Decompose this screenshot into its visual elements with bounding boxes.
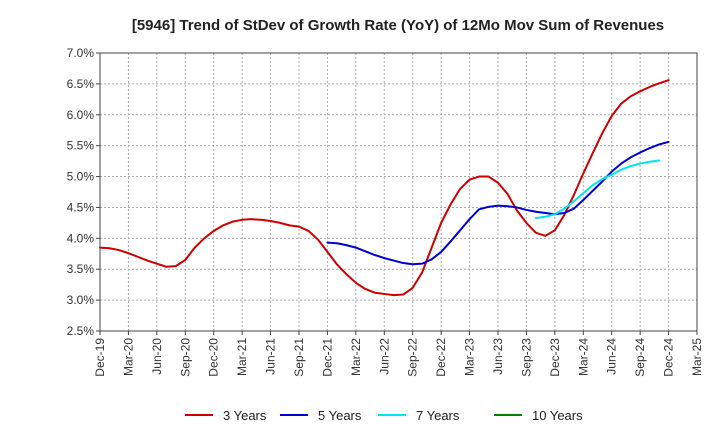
plot-frame (99, 52, 698, 332)
y-tick-label: 5.5% (67, 139, 95, 153)
series-line-5-years (326, 140, 670, 266)
x-tick-label: Mar-21 (235, 338, 249, 376)
legend-label-5-years: 5 Years (318, 408, 362, 423)
series-line-3-years (99, 79, 670, 297)
x-tick-label: Sep-22 (406, 338, 420, 377)
y-tick-label: 6.0% (67, 108, 95, 122)
x-tick-label: Mar-25 (690, 338, 704, 376)
x-tick-label: Jun-23 (491, 338, 505, 375)
x-axis: Dec-19 Mar-20 Jun-20 Sep-20 Dec-20 Mar-21 Jun-… (93, 331, 704, 377)
x-tick-label: Dec-22 (434, 338, 448, 377)
y-tick-label: 4.0% (67, 231, 95, 245)
x-tick-label: Jun-21 (264, 338, 278, 375)
y-tick-label: 2.5% (67, 324, 95, 338)
legend: 3 Years 5 Years 7 Years 10 Years (185, 408, 583, 423)
x-tick-label: Jun-22 (377, 338, 391, 375)
grid-lines (99, 52, 698, 332)
x-tick-label: Mar-22 (349, 338, 363, 376)
y-tick-label: 3.5% (67, 262, 95, 276)
legend-label-10-years: 10 Years (532, 408, 583, 423)
y-tick-label: 3.0% (67, 293, 95, 307)
x-tick-label: Dec-19 (93, 338, 107, 377)
x-tick-label: Mar-24 (576, 338, 590, 376)
x-tick-label: Jun-20 (150, 338, 164, 375)
y-axis: 2.5% 3.0% 3.5% 4.0% 4.5% 5.0% 5.5% 6.0% 6.5% 7.0% (67, 46, 100, 338)
x-tick-label: Dec-23 (548, 338, 562, 377)
y-tick-label: 7.0% (67, 46, 95, 60)
x-tick-label: Dec-21 (320, 338, 334, 377)
x-tick-label: Sep-23 (519, 338, 533, 377)
x-tick-label: Mar-23 (463, 338, 477, 376)
legend-label-7-years: 7 Years (416, 408, 460, 423)
y-tick-label: 6.5% (67, 77, 95, 91)
x-tick-label: Dec-20 (207, 338, 221, 377)
chart-title: [5946] Trend of StDev of Growth Rate (Yo… (132, 17, 664, 34)
series-lines (99, 79, 670, 297)
series-line-7-years (534, 159, 661, 219)
x-tick-label: Sep-20 (178, 338, 192, 377)
x-tick-label: Jun-24 (605, 338, 619, 375)
legend-label-3-years: 3 Years (223, 408, 267, 423)
x-tick-label: Dec-24 (662, 338, 676, 377)
y-tick-label: 4.5% (67, 200, 95, 214)
y-tick-label: 5.0% (67, 170, 95, 184)
x-tick-label: Sep-21 (292, 338, 306, 377)
x-tick-label: Mar-20 (121, 338, 135, 376)
x-tick-label: Sep-24 (633, 338, 647, 377)
